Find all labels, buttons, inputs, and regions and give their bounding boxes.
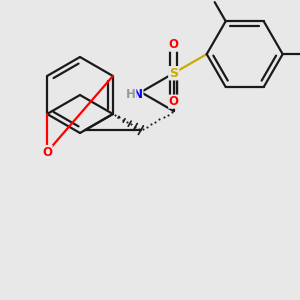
Text: O: O	[169, 67, 179, 80]
Text: N: N	[133, 88, 143, 101]
Text: S: S	[169, 67, 178, 80]
Text: H: H	[126, 88, 136, 101]
Text: O: O	[169, 95, 179, 108]
Text: O: O	[169, 38, 179, 51]
Text: O: O	[42, 146, 52, 158]
